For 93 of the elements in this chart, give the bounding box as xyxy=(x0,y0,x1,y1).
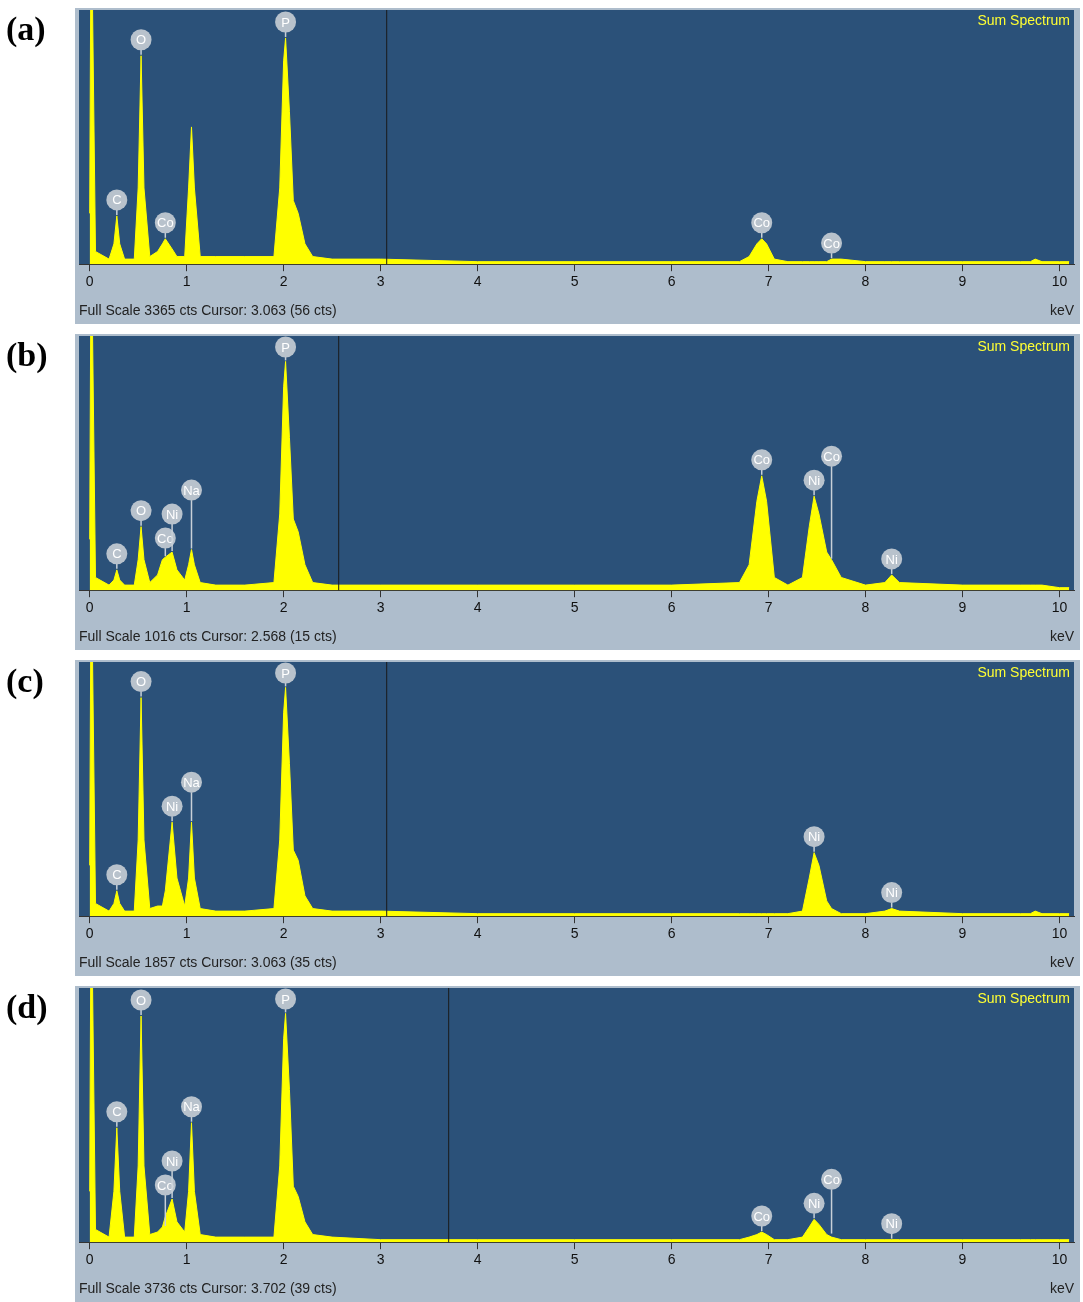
x-tick-label: 5 xyxy=(570,925,579,942)
annotation: Na xyxy=(183,774,201,790)
x-tick-label: 7 xyxy=(764,273,773,290)
annotation: Co xyxy=(753,1208,771,1224)
annotation: Ni xyxy=(885,1216,898,1232)
x-tick-label: 8 xyxy=(861,1251,870,1268)
annotation: Na xyxy=(183,1099,201,1115)
x-tick-label: 2 xyxy=(279,273,288,290)
annotation: Sum Spectrum xyxy=(977,11,1070,28)
annotation: O xyxy=(136,32,147,48)
annotation: Ni xyxy=(807,1195,821,1211)
text: Full Scale 1857 cts Cursor: 3.063 (35 cts) xyxy=(79,953,337,970)
x-tick-label: 0 xyxy=(85,1251,94,1268)
x-tick-label: 3 xyxy=(376,273,385,290)
annotation: Ni xyxy=(807,829,821,845)
x-tick-label: 3 xyxy=(376,599,385,616)
x-tick-label: 3 xyxy=(376,1251,385,1268)
x-tick-label: 10 xyxy=(1051,925,1068,942)
annotation: Sum Spectrum xyxy=(977,663,1070,680)
annotation: O xyxy=(136,674,147,690)
x-tick-label: 1 xyxy=(182,273,191,290)
annotation: P xyxy=(281,665,290,681)
x-tick-label: 5 xyxy=(570,273,579,290)
annotation: Co xyxy=(753,452,771,468)
text: Full Scale 3365 cts Cursor: 3.063 (56 cts) xyxy=(79,301,337,318)
x-tick-label: 4 xyxy=(473,925,482,942)
chart-title: (b) xyxy=(6,336,48,374)
annotation: Co xyxy=(823,1171,840,1187)
x-tick-label: 6 xyxy=(667,925,676,942)
x-tick-label: 4 xyxy=(473,273,482,290)
chart-title: (a) xyxy=(6,10,46,48)
x-tick-label: 2 xyxy=(279,1251,288,1268)
x-tick-label: 9 xyxy=(958,1251,967,1268)
annotation: P xyxy=(281,991,290,1007)
x-tick-label: 7 xyxy=(764,599,773,616)
x-tick-label: 0 xyxy=(85,273,94,290)
annotation: O xyxy=(136,503,147,519)
text: Full Scale 3736 cts Cursor: 3.702 (39 cts) xyxy=(79,1279,337,1296)
x-axis-title: keV xyxy=(1049,953,1075,970)
chart-title: (d) xyxy=(6,988,48,1026)
annotation: O xyxy=(136,992,147,1008)
x-tick-label: 10 xyxy=(1051,1251,1068,1268)
annotation: Ni xyxy=(165,1153,179,1169)
annotation: Co xyxy=(157,530,174,546)
annotation: C xyxy=(112,867,122,883)
annotation: C xyxy=(112,546,122,562)
annotation: Ni xyxy=(165,798,179,814)
annotation: Co xyxy=(823,235,840,251)
annotation: Ni xyxy=(807,472,821,488)
annotation: Co xyxy=(157,215,174,231)
annotation: Co xyxy=(823,448,840,464)
x-tick-label: 9 xyxy=(958,599,967,616)
x-tick-label: 2 xyxy=(279,599,288,616)
x-tick-label: 9 xyxy=(958,925,967,942)
x-tick-label: 10 xyxy=(1051,273,1068,290)
x-axis-title: keV xyxy=(1049,627,1075,644)
x-tick-label: 10 xyxy=(1051,599,1068,616)
x-tick-label: 1 xyxy=(182,925,191,942)
annotation: C xyxy=(112,1104,122,1120)
x-tick-label: 1 xyxy=(182,599,191,616)
text: Full Scale 1016 cts Cursor: 2.568 (15 cts) xyxy=(79,627,337,644)
x-tick-label: 6 xyxy=(667,1251,676,1268)
annotation: P xyxy=(281,339,290,355)
annotation: C xyxy=(112,192,122,208)
annotation: Ni xyxy=(165,506,179,522)
annotation: Sum Spectrum xyxy=(977,337,1070,354)
x-tick-label: 4 xyxy=(473,599,482,616)
x-tick-label: 3 xyxy=(376,925,385,942)
annotation: Sum Spectrum xyxy=(977,989,1070,1006)
x-tick-label: 9 xyxy=(958,273,967,290)
x-axis-title: keV xyxy=(1049,1279,1075,1296)
annotation: Ni xyxy=(885,885,898,901)
annotation: Na xyxy=(183,482,201,498)
annotation: Co xyxy=(157,1177,174,1193)
x-axis-title: keV xyxy=(1049,301,1075,318)
x-tick-label: 1 xyxy=(182,1251,191,1268)
x-tick-label: 6 xyxy=(667,273,676,290)
x-tick-label: 7 xyxy=(764,925,773,942)
x-tick-label: 5 xyxy=(570,1251,579,1268)
x-tick-label: 0 xyxy=(85,925,94,942)
x-tick-label: 8 xyxy=(861,925,870,942)
chart-title: (c) xyxy=(6,662,44,700)
x-tick-label: 8 xyxy=(861,273,870,290)
annotation: Ni xyxy=(885,551,898,567)
x-tick-label: 5 xyxy=(570,599,579,616)
x-tick-label: 7 xyxy=(764,1251,773,1268)
x-tick-label: 2 xyxy=(279,925,288,942)
annotation: Co xyxy=(753,215,771,231)
x-tick-label: 0 xyxy=(85,599,94,616)
x-tick-label: 4 xyxy=(473,1251,482,1268)
x-tick-label: 8 xyxy=(861,599,870,616)
annotation: P xyxy=(281,14,290,30)
x-tick-label: 6 xyxy=(667,599,676,616)
